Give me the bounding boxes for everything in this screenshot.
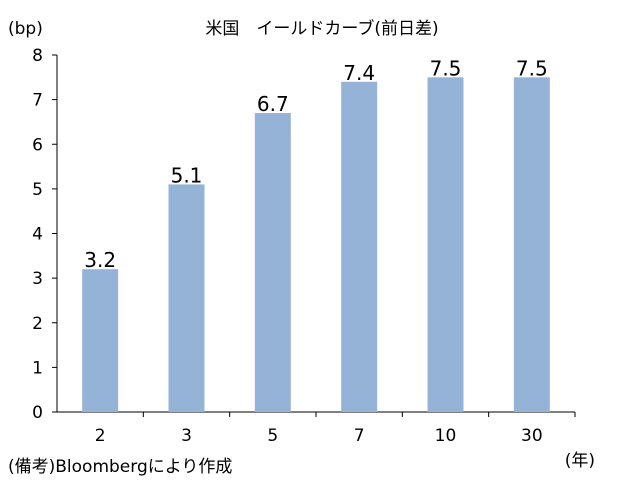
bar-value-labels: 3.2 5.1 6.7 7.4 7.5 7.5 — [84, 56, 547, 272]
bar — [427, 77, 464, 412]
y-tick-label: 0 — [32, 403, 43, 423]
bar-value-label: 7.5 — [516, 56, 548, 80]
x-tick-label: 7 — [354, 426, 365, 446]
y-tick-label: 2 — [32, 314, 43, 334]
chart-title: 米国 イールドカーブ(前日差) — [205, 18, 438, 39]
x-tick-label: 3 — [181, 426, 192, 446]
source-note: (備考)Bloombergにより作成 — [8, 457, 232, 477]
y-tick-label: 6 — [32, 135, 43, 155]
y-tick-label: 7 — [32, 91, 43, 111]
bar-value-label: 5.1 — [171, 163, 203, 187]
axis-ticks: 0 1 2 3 4 5 6 7 8 2 3 5 7 10 30 — [32, 46, 576, 446]
y-tick-label: 3 — [32, 269, 43, 289]
y-tick-label: 4 — [32, 225, 43, 245]
x-tick-label: 10 — [435, 426, 457, 446]
bar — [341, 81, 378, 413]
y-tick-label: 5 — [32, 180, 43, 200]
bar — [254, 113, 291, 412]
bar — [513, 77, 550, 412]
y-axis-label: (bp) — [8, 19, 43, 39]
bar-value-label: 6.7 — [257, 92, 289, 116]
y-tick-label: 1 — [32, 358, 43, 378]
bar — [168, 184, 205, 412]
bar-value-label: 7.5 — [430, 56, 462, 80]
bar — [82, 269, 119, 412]
x-tick-label: 5 — [267, 426, 278, 446]
bar-value-label: 3.2 — [84, 248, 116, 272]
bars — [82, 77, 550, 413]
x-tick-label: 30 — [521, 426, 543, 446]
x-axis-label: (年) — [565, 451, 595, 471]
y-tick-label: 8 — [32, 46, 43, 66]
bar-value-label: 7.4 — [343, 61, 375, 85]
x-tick-label: 2 — [95, 426, 106, 446]
